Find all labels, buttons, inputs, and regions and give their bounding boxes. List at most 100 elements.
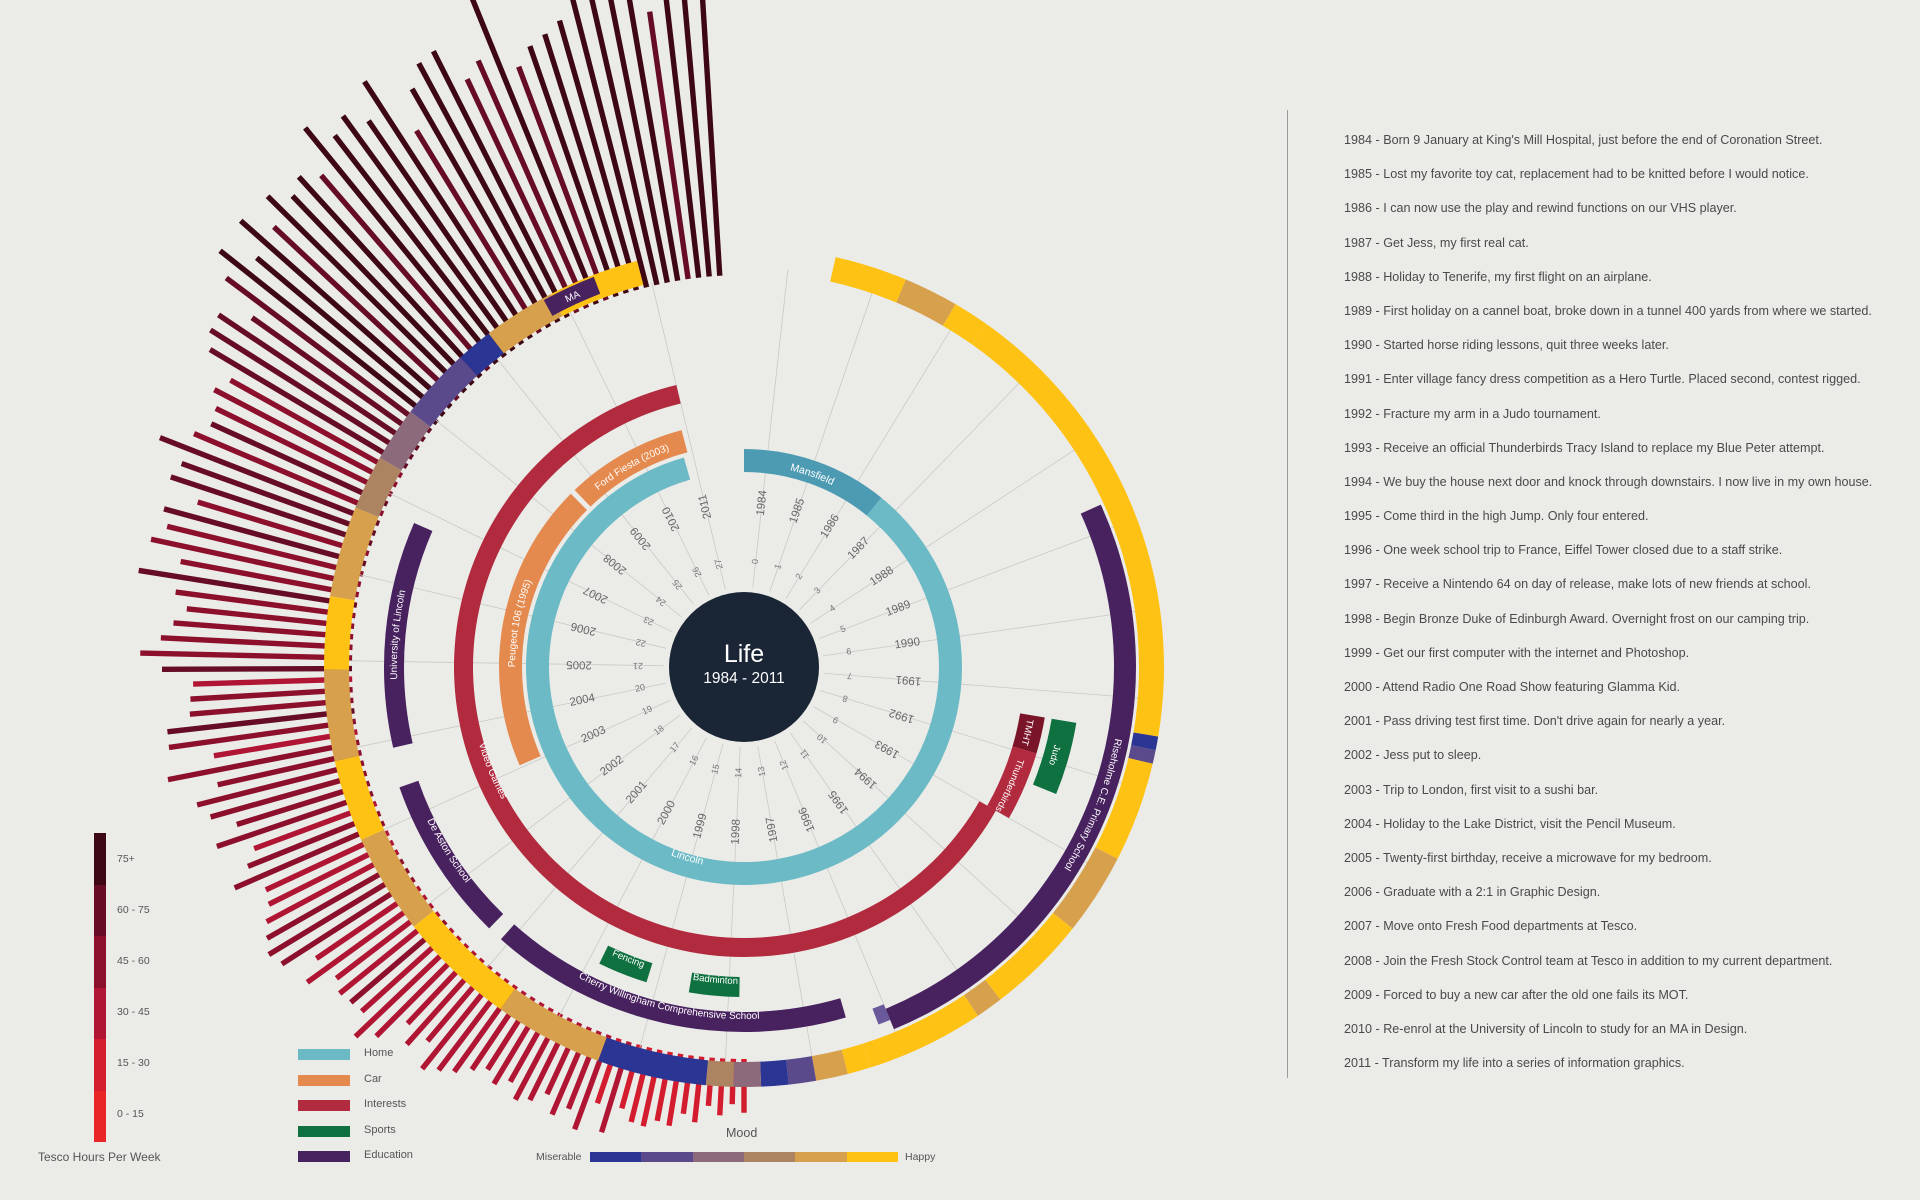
year-spoke — [789, 732, 972, 991]
age-label: 6 — [846, 646, 852, 657]
timeline-list: 1984 - Born 9 January at King's Mill Hos… — [1344, 123, 1904, 1080]
timeline-entry: 2006 - Graduate with a 2:1 in Graphic De… — [1344, 875, 1904, 909]
mood-segment — [334, 755, 384, 840]
tesco-scale-swatch — [94, 833, 106, 885]
year-label: 1998 — [730, 819, 743, 845]
education-primary-school — [885, 504, 1136, 1030]
year-label: 1991 — [895, 673, 921, 687]
age-label: 0 — [750, 559, 760, 565]
tesco-hour-bar — [196, 499, 370, 557]
age-label: 19 — [641, 703, 654, 716]
age-label: 14 — [733, 768, 743, 778]
home-ring — [526, 449, 962, 885]
mood-segment — [324, 669, 360, 762]
timeline-entry-text: 2003 - Trip to London, first visit to a … — [1344, 782, 1599, 797]
tesco-scale-label: 45 - 60 — [117, 955, 150, 967]
tesco-hour-bar — [296, 174, 483, 379]
mood-segment — [705, 1060, 735, 1087]
year-spoke — [774, 740, 896, 1033]
timeline-entry-text: 1999 - Get our first computer with the i… — [1344, 645, 1690, 660]
year-label: 1996 — [797, 805, 818, 833]
tesco-hour-bar — [175, 589, 356, 619]
age-label: 13 — [756, 766, 768, 778]
tesco-hour-bar — [196, 760, 365, 808]
car-peugeot — [499, 493, 588, 766]
age-label: 17 — [668, 740, 682, 754]
tesco-hour-bar — [238, 218, 453, 409]
tesco-hour-bar — [166, 523, 364, 577]
age-label: 4 — [827, 603, 837, 614]
sports-fencing — [599, 945, 653, 983]
mood-segment — [841, 1043, 871, 1074]
timeline-entry: 2003 - Trip to London, first visit to a … — [1344, 773, 1904, 807]
mood-segment — [361, 829, 434, 927]
tesco-hour-bar — [332, 133, 507, 359]
mood-segment — [488, 293, 563, 354]
interest-tmht — [1012, 713, 1045, 754]
timeline-entry-text: 2004 - Holiday to the Lake District, vis… — [1344, 816, 1676, 831]
education-ma — [543, 276, 601, 316]
tesco-hour-bar — [150, 536, 362, 588]
tesco-hour-bar — [158, 435, 381, 527]
tesco-hour-bar — [167, 708, 355, 735]
timeline-entry: 1987 - Get Jess, my first real cat. — [1344, 226, 1904, 260]
sports-judo — [1032, 718, 1077, 795]
timeline-entry: 1986 - I can now use the play and rewind… — [1344, 191, 1904, 225]
tesco-hour-bar — [589, 0, 660, 286]
age-label: 25 — [670, 578, 684, 592]
age-label: 22 — [635, 637, 647, 649]
mood-scale-high: Happy — [905, 1151, 936, 1163]
legend-swatch — [298, 1125, 350, 1137]
mood-segment — [410, 357, 478, 427]
year-spoke — [823, 610, 1141, 657]
mood-segment — [1128, 745, 1156, 764]
timeline-entry: 1999 - Get our first computer with the i… — [1344, 636, 1904, 670]
timeline-entry: 2002 - Jess put to sleep. — [1344, 738, 1904, 772]
year-label: 1985 — [788, 497, 808, 525]
timeline-entry-text: 2008 - Join the Fresh Stock Control team… — [1344, 953, 1833, 968]
year-spoke — [810, 447, 1079, 624]
interests-ring — [454, 385, 1045, 958]
timeline-entry: 2001 - Pass driving test first time. Don… — [1344, 704, 1904, 738]
timeline-entry-text: 1991 - Enter village fancy dress competi… — [1344, 372, 1861, 387]
timeline-entry-text: 2009 - Forced to buy a new car after the… — [1344, 987, 1689, 1002]
legend-swatch — [298, 1100, 350, 1111]
center-title: Life — [724, 640, 764, 668]
tesco-hour-bar — [362, 80, 534, 340]
year-label: 1993 — [873, 737, 901, 760]
center-subtitle: 1984 - 2011 — [703, 670, 785, 687]
tesco-hour-bar — [213, 387, 398, 488]
age-label: 3 — [812, 585, 823, 596]
timeline-entry-text: 2011 - Transform my life into a series o… — [1344, 1056, 1685, 1071]
timeline-entry-text: 1989 - First holiday on a cannel boat, b… — [1344, 303, 1872, 318]
tesco-hour-bar — [169, 474, 373, 547]
year-label: 2009 — [628, 524, 653, 551]
timeline-entry: 2005 - Twenty-first birthday, receive a … — [1344, 841, 1904, 875]
tesco-hour-bar — [340, 114, 516, 352]
year-label: 1989 — [884, 599, 912, 619]
year-spoke — [651, 282, 726, 590]
timeline-entry: 1996 - One week school trip to France, E… — [1344, 533, 1904, 567]
mood-segment — [985, 913, 1073, 1000]
year-spoke — [724, 746, 741, 1062]
timeline-entry: 2004 - Holiday to the Lake District, vis… — [1344, 807, 1904, 841]
education-comprehensive-school — [500, 924, 846, 1032]
mood-scale-title: Mood — [726, 1126, 758, 1140]
legend-label: Sports — [364, 1123, 396, 1136]
tesco-hour-bar — [469, 0, 599, 305]
timeline-entry-text: 2000 - Attend Radio One Road Show featur… — [1344, 680, 1681, 694]
sports-label-badminton: Badminton — [692, 972, 738, 987]
timeline-entry: 2008 - Join the Fresh Stock Control team… — [1344, 944, 1904, 978]
age-label: 10 — [815, 732, 829, 746]
mood-segment — [963, 979, 1001, 1016]
mood-segment — [330, 507, 379, 601]
center-circle — [669, 592, 819, 742]
age-label: 1 — [772, 563, 783, 571]
mood-segment — [760, 1059, 789, 1087]
mood-segment — [733, 1061, 762, 1087]
age-label: 26 — [690, 565, 703, 578]
timeline-entry-text: 1984 - Born 9 January at King's Mill Hos… — [1344, 133, 1823, 147]
year-label: 2006 — [570, 620, 598, 638]
year-label: 1984 — [755, 489, 770, 516]
